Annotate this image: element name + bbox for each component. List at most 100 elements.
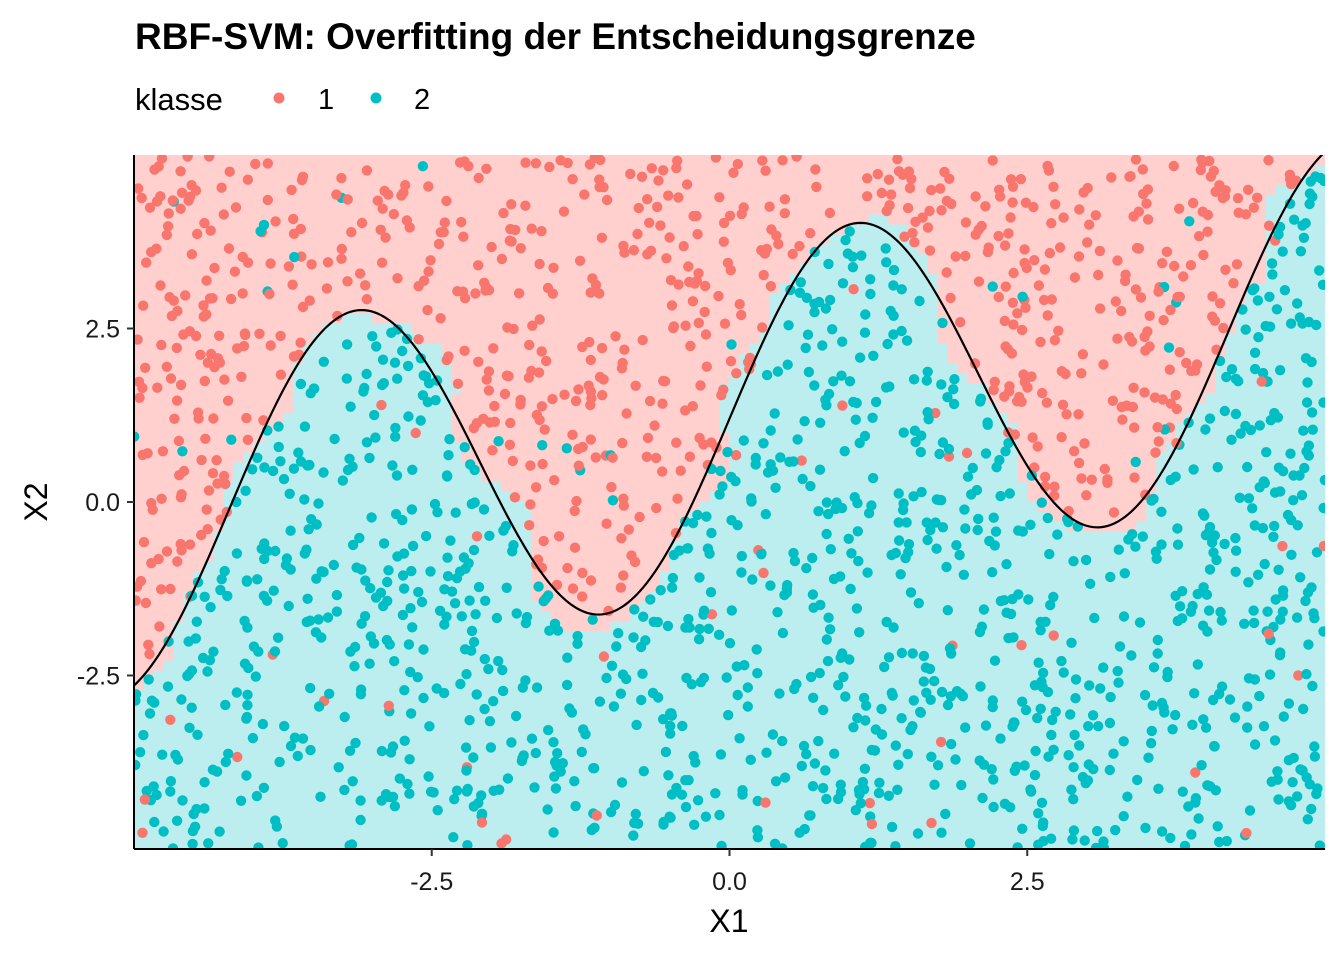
region-cell-class-2	[292, 839, 304, 849]
region-cell-class-2	[828, 561, 840, 572]
region-cell-class-2	[382, 769, 393, 781]
region-cell-class-1	[302, 283, 314, 295]
region-cell-class-1	[352, 234, 363, 245]
region-cell-class-1	[491, 422, 502, 434]
region-cell-class-1	[600, 601, 612, 612]
legend-label-2: 2	[414, 84, 430, 116]
region-cell-class-2	[759, 640, 770, 652]
region-cell-class-1	[620, 204, 631, 216]
region-cell-class-2	[213, 561, 224, 572]
region-cell-class-2	[749, 789, 760, 801]
region-cell-class-2	[491, 779, 502, 791]
region-cell-class-1	[183, 333, 195, 344]
region-cell-class-1	[650, 313, 661, 325]
region-cell-class-2	[163, 739, 175, 751]
region-cell-class-1	[203, 392, 215, 404]
region-cell-class-1	[660, 194, 671, 206]
region-cell-class-2	[610, 620, 621, 632]
region-cell-class-2	[332, 333, 344, 344]
region-cell-class-2	[838, 343, 850, 354]
region-cell-class-1	[163, 601, 175, 612]
region-cell-class-2	[699, 839, 711, 849]
region-cell-class-2	[531, 739, 542, 751]
region-cell-class-1	[461, 194, 473, 206]
region-cell-class-1	[699, 383, 711, 394]
region-cell-class-1	[143, 591, 155, 602]
region-cell-class-2	[243, 521, 254, 533]
region-cell-class-1	[501, 214, 512, 225]
region-cell-class-2	[312, 769, 324, 781]
region-cell-class-1	[392, 234, 403, 245]
region-cell-class-2	[282, 839, 294, 849]
region-cell-class-2	[282, 422, 294, 434]
region-cell-class-2	[501, 492, 512, 503]
region-cell-class-2	[679, 749, 691, 761]
region-cell-class-1	[491, 293, 502, 305]
region-cell-class-2	[660, 739, 671, 751]
region-cell-class-2	[332, 521, 344, 533]
region-cell-class-2	[382, 531, 393, 543]
region-cell-class-2	[570, 749, 582, 761]
region-cell-class-2	[392, 392, 403, 404]
region-cell-class-2	[808, 680, 820, 691]
region-cell-class-2	[451, 720, 463, 731]
region-cell-class-1	[511, 343, 522, 354]
region-cell-class-2	[779, 720, 790, 731]
region-cell-class-2	[481, 511, 492, 523]
region-cell-class-2	[650, 660, 661, 672]
region-cell-class-1	[560, 343, 572, 354]
region-cell-class-2	[679, 680, 691, 691]
region-cell-class-1	[580, 164, 592, 176]
region-cell-class-1	[610, 571, 621, 582]
region-cell-class-1	[570, 561, 582, 572]
region-cell-class-1	[183, 184, 195, 196]
region-cell-class-1	[382, 264, 393, 275]
plot-area	[134, 155, 1325, 849]
region-cell-class-2	[372, 452, 383, 463]
region-cell-class-1	[134, 442, 145, 454]
region-cell-class-1	[570, 353, 582, 364]
region-cell-class-1	[798, 224, 810, 235]
region-cell-class-1	[669, 234, 681, 245]
region-cell-class-2	[689, 690, 701, 701]
region-cell-class-2	[263, 809, 274, 820]
region-cell-class-1	[332, 293, 344, 305]
region-cell-class-2	[332, 541, 344, 553]
region-cell-class-2	[739, 620, 750, 632]
region-cell-class-1	[560, 293, 572, 305]
region-cell-class-2	[292, 640, 304, 652]
region-cell-class-1	[540, 373, 552, 384]
region-cell-class-1	[798, 164, 810, 176]
region-cell-class-2	[818, 720, 830, 731]
region-cell-class-2	[272, 571, 284, 582]
region-cell-class-2	[213, 650, 224, 662]
region-cell-class-2	[322, 511, 334, 523]
region-cell-class-1	[669, 412, 681, 424]
region-cell-class-2	[392, 531, 403, 543]
region-cell-class-2	[352, 809, 363, 820]
region-cell-class-1	[521, 234, 532, 245]
region-cell-class-2	[213, 809, 224, 820]
region-cell-class-2	[640, 690, 651, 701]
region-cell-class-2	[362, 759, 373, 771]
region-cell-class-2	[431, 402, 443, 414]
region-cell-class-2	[600, 660, 612, 672]
region-cell-class-2	[322, 591, 334, 602]
region-cell-class-1	[540, 254, 552, 265]
region-cell-class-2	[392, 412, 403, 424]
region-cell-class-1	[739, 164, 750, 176]
region-cell-class-1	[719, 432, 731, 444]
region-cell-class-1	[729, 174, 741, 186]
region-cell-class-1	[640, 571, 651, 582]
region-cell-class-2	[292, 611, 304, 622]
region-cell-class-1	[352, 283, 363, 295]
region-cell-class-2	[233, 531, 244, 543]
region-cell-class-2	[342, 472, 353, 483]
region-cell-class-2	[759, 452, 770, 463]
region-cell-class-2	[342, 730, 353, 741]
region-cell-class-1	[511, 432, 522, 444]
region-cell-class-1	[729, 283, 741, 295]
region-cell-class-1	[282, 283, 294, 295]
region-cell-class-2	[759, 630, 770, 642]
region-cell-class-1	[729, 204, 741, 216]
